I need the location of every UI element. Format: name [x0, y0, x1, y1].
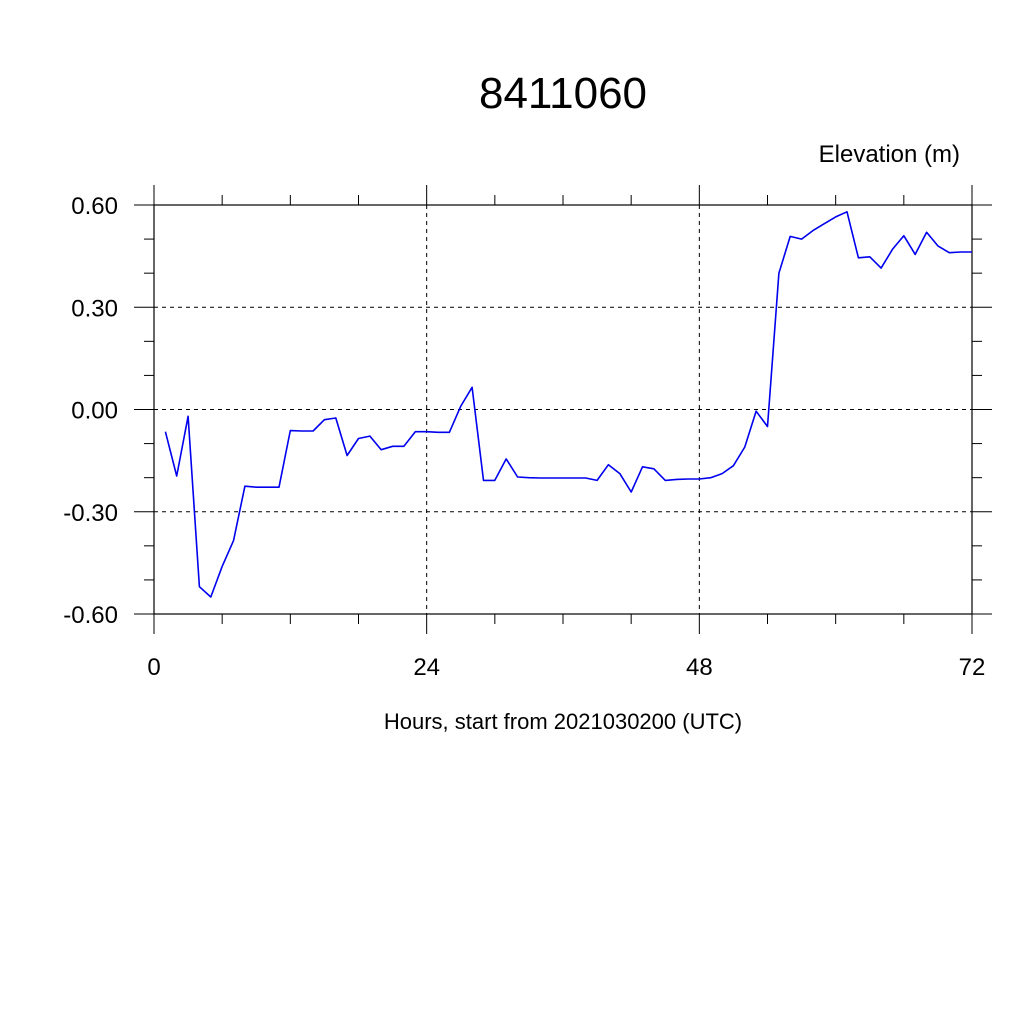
x-tick-labels: 0 24 48 72	[147, 654, 985, 681]
grid-lines	[153, 204, 973, 615]
elevation-series-line	[164, 211, 972, 598]
x-tick-label: 0	[147, 654, 160, 681]
axis-ticks	[134, 185, 992, 634]
y-tick-label: 0.60	[71, 193, 118, 220]
series-layer	[164, 211, 972, 598]
y-axis-label: Elevation (m)	[819, 141, 960, 168]
x-axis-label: Hours, start from 2021030200 (UTC)	[384, 709, 742, 734]
y-tick-label: 0.00	[71, 398, 118, 425]
y-tick-labels: -0.60 -0.30 0.00 0.30 0.60	[63, 193, 118, 629]
x-tick-label: 24	[413, 654, 440, 681]
plot-frame	[153, 204, 973, 615]
y-tick-label: -0.30	[63, 500, 118, 527]
y-tick-label: 0.30	[71, 295, 118, 322]
y-tick-label: -0.60	[63, 602, 118, 629]
x-tick-label: 72	[959, 654, 986, 681]
chart-title: 8411060	[479, 69, 647, 118]
x-tick-label: 48	[686, 654, 713, 681]
